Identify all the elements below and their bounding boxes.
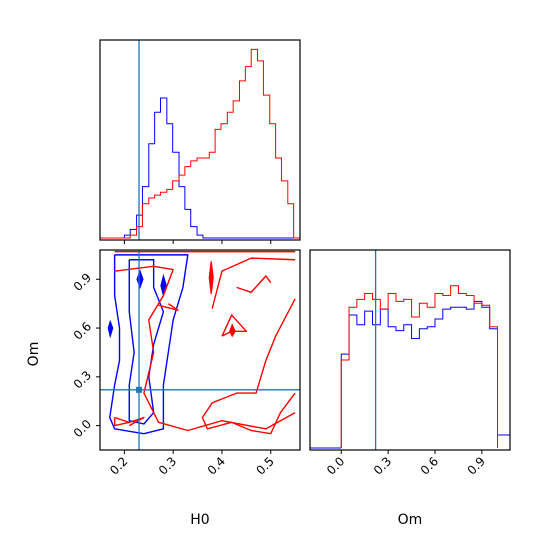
contour-ytick-label: 0.6 [71, 319, 94, 342]
contour-series-1-level-7 [128, 416, 145, 427]
contour-ytick-label: 0.0 [71, 417, 94, 440]
om-hist-xtick-label: 0.9 [465, 454, 488, 477]
axes-frame [99, 249, 301, 451]
contour-ytick-label: 0.9 [71, 270, 94, 293]
contour-series-0-level-0 [109, 254, 189, 435]
contour-series-1-level-1 [114, 265, 296, 432]
h0-hist-series-0 [100, 97, 300, 239]
contour-xtick-label: 0.2 [107, 454, 130, 477]
axes-frame [309, 249, 511, 451]
om-hist-xtick-label: 0.3 [371, 454, 394, 477]
truth-marker [136, 386, 143, 393]
om-hist-xtick-label: 0.6 [418, 454, 441, 477]
contour-series-1-level-3 [211, 257, 296, 309]
om-hist-series-1 [340, 285, 498, 448]
contour-xtick-label: 0.3 [156, 454, 179, 477]
contour-series-1-island-1 [229, 323, 236, 338]
contour-series-0-island-2 [107, 319, 114, 339]
contour-series-1-level-2 [201, 298, 296, 435]
om-histogram-panel: 0.0 0.3 0.6 0.9 [309, 249, 511, 478]
contour-series-1-level-5 [221, 314, 248, 337]
om-hist-series-0 [340, 300, 498, 448]
contour-series-1-level-8 [158, 303, 179, 311]
h0-hist-series-1 [100, 48, 300, 239]
contour-xtick-label: 0.4 [205, 454, 228, 477]
contour-series-1-level-4 [236, 275, 272, 293]
x-axis-label-om: Om [398, 512, 423, 528]
contour-series-0-island-0 [136, 269, 144, 290]
contour-series-1-level-6 [113, 416, 130, 427]
axes-frame [99, 39, 301, 241]
x-axis-label-h0: H0 [190, 512, 209, 528]
contour-series-0-island-1 [160, 273, 167, 298]
om-hist-xtick-label: 0.0 [324, 454, 347, 477]
contour-ytick-label: 0.3 [71, 368, 94, 391]
contour-series-1-island-0 [208, 261, 214, 294]
contour-xtick-label: 0.5 [253, 454, 276, 477]
h0-om-contour-panel: 0.2 0.3 0.4 0.5 0.0 0.3 0.6 0.9 [71, 249, 301, 478]
y-axis-label-om: Om [26, 342, 42, 367]
h0-histogram-panel [99, 39, 301, 244]
